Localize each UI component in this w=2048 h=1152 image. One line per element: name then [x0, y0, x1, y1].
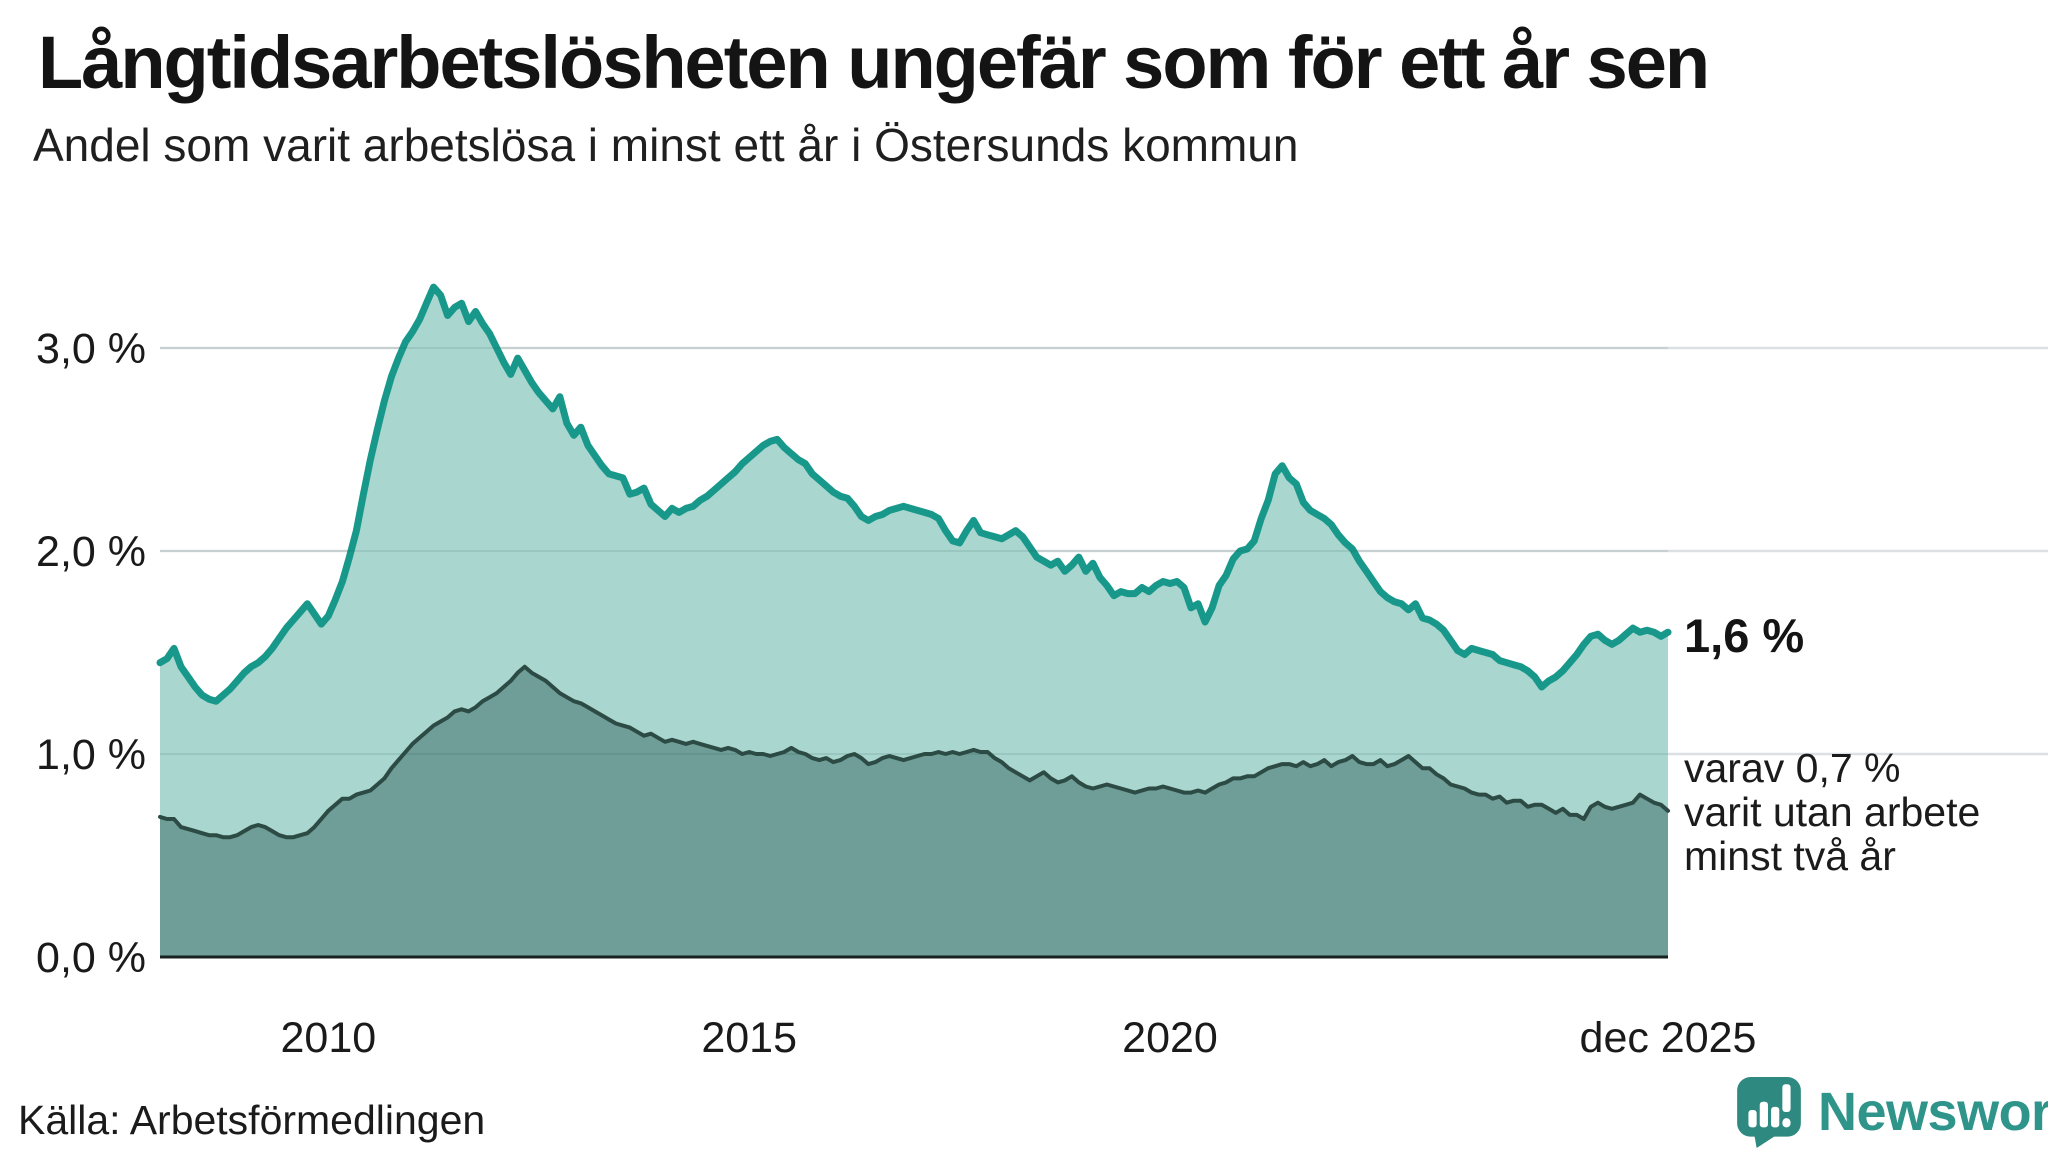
logo-bar-1 [1748, 1109, 1757, 1128]
x-axis-label: 2010 [280, 1014, 376, 1062]
page-subtitle: Andel som varit arbetslösa i minst ett å… [33, 119, 1299, 171]
subseries-annotation-line1: varav 0,7 % [1684, 745, 1901, 791]
x-axis-label: 2015 [701, 1014, 797, 1062]
logo-bar-2 [1759, 1101, 1768, 1128]
logo-exclamation-dot [1782, 1118, 1791, 1128]
line-at-least-one-year [156, 283, 1672, 705]
logo-bar-3 [1771, 1106, 1780, 1128]
source-note: Källa: Arbetsförmedlingen [18, 1097, 486, 1143]
logo-exclamation-bar [1782, 1084, 1791, 1112]
subseries-annotation-line2: varit utan arbete [1684, 789, 1981, 835]
newsworthy-bubble-icon [1737, 1077, 1801, 1148]
end-value-annotation: 1,6 % [1684, 609, 1805, 662]
subseries-annotation: varav 0,7 % varit utan arbete minst två … [1684, 746, 1980, 878]
newsworthy-logo: Newsworthy [1736, 1076, 2048, 1148]
subseries-annotation-line3: minst två år [1684, 833, 1896, 879]
y-axis-label: 3,0 % [36, 325, 146, 373]
logo-wordmark: Newsworthy [1818, 1082, 2048, 1142]
y-axis-label: 2,0 % [36, 528, 146, 576]
y-axis-label: 1,0 % [36, 731, 146, 779]
page-title: Långtidsarbetslösheten ungefär som för e… [38, 21, 1710, 104]
area-at-least-two-years [160, 666, 1668, 957]
x-axis-label: 2020 [1122, 1014, 1218, 1062]
x-axis-label: dec 2025 [1580, 1014, 1757, 1062]
line-at-least-two-years [158, 664, 1670, 840]
y-axis-label: 0,0 % [36, 934, 146, 982]
